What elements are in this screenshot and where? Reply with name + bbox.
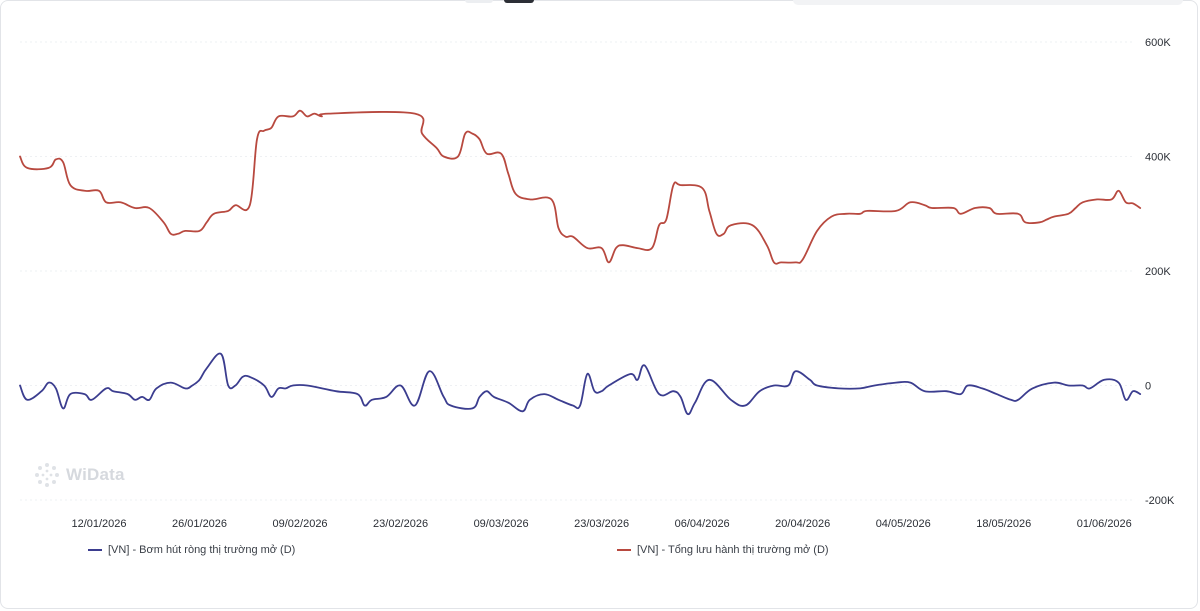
x-tick-label: 09/02/2026: [273, 518, 328, 530]
x-tick-label: 12/01/2026: [71, 518, 126, 530]
legend-swatch-series-0: [88, 549, 102, 551]
y-tick-label: 200K: [1145, 266, 1171, 278]
watermark: WiData: [34, 462, 125, 488]
legend-swatch-series-1: [617, 549, 631, 551]
y-tick-label: 400K: [1145, 152, 1171, 164]
x-tick-label: 01/06/2026: [1077, 518, 1132, 530]
watermark-text: WiData: [66, 465, 125, 484]
x-tick-label: 20/04/2026: [775, 518, 830, 530]
x-tick-label: 04/05/2026: [876, 518, 931, 530]
search-input[interactable]: [793, 0, 1183, 5]
legend-label-series-0: [VN] - Bơm hút ròng thị trường mở (D): [108, 544, 296, 556]
range-toggle-button[interactable]: [465, 0, 493, 3]
range-toggle-button-active[interactable]: [504, 0, 534, 3]
legend-label-series-1: [VN] - Tổng lưu hành thị trường mở (D): [637, 544, 829, 556]
y-tick-label: -200K: [1145, 495, 1175, 507]
y-tick-label: 600K: [1145, 37, 1171, 49]
legend: [VN] - Bơm hút ròng thị trường mở (D) [V…: [0, 544, 1200, 560]
series-line-0: [19, 352, 1142, 416]
x-tick-label: 23/02/2026: [373, 518, 428, 530]
series-line-1: [19, 109, 1142, 265]
legend-item-series-1[interactable]: [VN] - Tổng lưu hành thị trường mở (D): [617, 544, 829, 556]
x-tick-label: 18/05/2026: [976, 518, 1031, 530]
dots-logo-icon: [35, 463, 59, 487]
x-tick-label: 23/03/2026: [574, 518, 629, 530]
x-tick-label: 06/04/2026: [675, 518, 730, 530]
x-tick-label: 26/01/2026: [172, 518, 227, 530]
legend-item-series-0[interactable]: [VN] - Bơm hút ròng thị trường mở (D): [88, 544, 295, 556]
x-tick-label: 09/03/2026: [474, 518, 529, 530]
y-tick-label: 0: [1145, 381, 1151, 393]
